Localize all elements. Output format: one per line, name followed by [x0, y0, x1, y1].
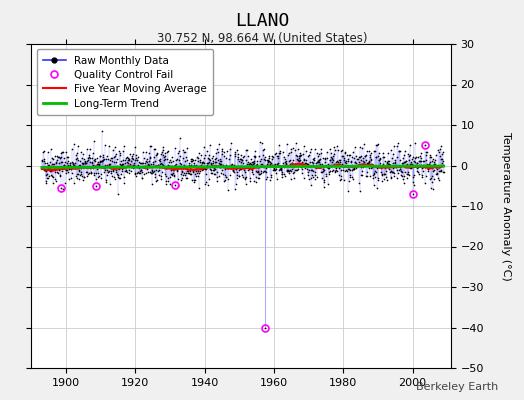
Y-axis label: Temperature Anomaly (°C): Temperature Anomaly (°C) [500, 132, 510, 280]
Text: LLANO: LLANO [235, 12, 289, 30]
Text: Berkeley Earth: Berkeley Earth [416, 382, 498, 392]
Legend: Raw Monthly Data, Quality Control Fail, Five Year Moving Average, Long-Term Tren: Raw Monthly Data, Quality Control Fail, … [37, 49, 213, 115]
Text: 30.752 N, 98.664 W (United States): 30.752 N, 98.664 W (United States) [157, 32, 367, 45]
